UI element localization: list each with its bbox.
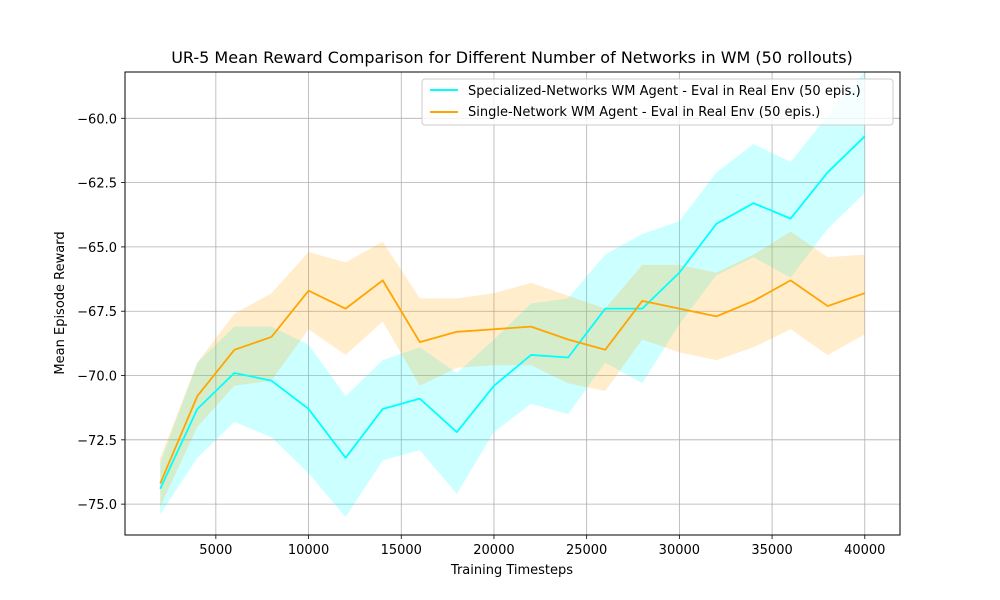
legend: Specialized-Networks WM Agent - Eval in … — [421, 78, 894, 126]
x-tick-label: 10000 — [288, 543, 329, 558]
y-axis-label: Mean Episode Reward — [53, 231, 68, 374]
x-tick-label: 35000 — [751, 543, 792, 558]
x-tick-label: 5000 — [199, 543, 232, 558]
plot-frame — [124, 71, 901, 536]
grid-lines — [125, 72, 900, 535]
y-tick-label: −62.5 — [77, 177, 117, 192]
y-tick-label: −60.0 — [77, 112, 117, 127]
chart-title: UR-5 Mean Reward Comparison for Differen… — [171, 48, 853, 67]
x-axis-ticks: 5000 10000 15000 20000 25000 30000 35000 40000 — [199, 535, 885, 558]
x-tick-label: 30000 — [659, 543, 700, 558]
y-tick-label: −67.5 — [77, 305, 117, 320]
y-tick-label: −75.0 — [77, 498, 117, 513]
legend-box — [421, 78, 894, 126]
x-tick-label: 15000 — [381, 543, 422, 558]
line-single — [159, 279, 866, 484]
x-tick-label: 20000 — [473, 543, 514, 558]
y-tick-label: −70.0 — [77, 370, 117, 385]
line-specialized — [159, 135, 866, 490]
x-tick-label: 25000 — [566, 543, 607, 558]
y-tick-label: −65.0 — [77, 241, 117, 256]
band-single — [160, 231, 865, 507]
band-specialized — [160, 72, 865, 517]
y-axis-ticks: −75.0 −72.5 −70.0 −67.5 −65.0 −62.5 −60.0 — [77, 112, 125, 513]
x-axis-label: Training Timesteps — [450, 563, 573, 578]
legend-label-specialized: Specialized-Networks WM Agent - Eval in … — [468, 84, 861, 99]
confidence-bands — [160, 72, 865, 517]
series-lines — [159, 135, 866, 490]
y-tick-label: −72.5 — [77, 434, 117, 449]
legend-label-single: Single-Network WM Agent - Eval in Real E… — [468, 105, 820, 120]
x-tick-label: 40000 — [844, 543, 885, 558]
